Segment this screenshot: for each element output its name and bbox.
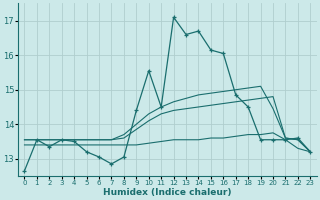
X-axis label: Humidex (Indice chaleur): Humidex (Indice chaleur) (103, 188, 232, 197)
